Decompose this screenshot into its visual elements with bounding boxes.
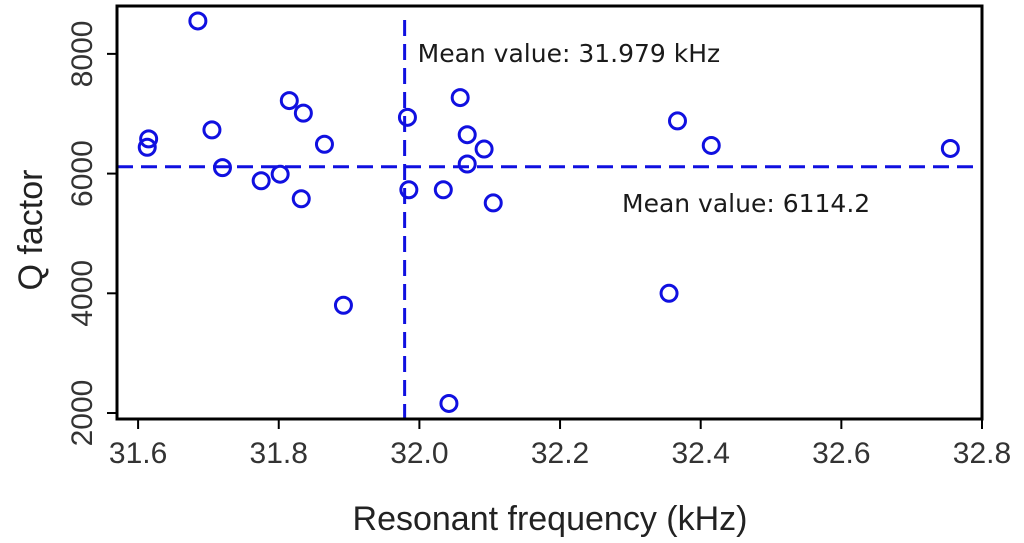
mean-annotation-frequency: Mean value: 31.979 kHz (418, 39, 721, 68)
y-tick-label-2: 6000 (66, 140, 99, 207)
data-point-0-20 (483, 193, 503, 213)
x-tick-label-3: 32.2 (531, 437, 589, 470)
y-axis-title: Q factor (12, 170, 50, 291)
mean-annotation-q: Mean value: 6114.2 (622, 189, 870, 218)
data-point-0-3 (202, 120, 222, 140)
data-point-0-24 (940, 138, 960, 158)
x-tick-label-0: 31.6 (109, 437, 167, 470)
y-tick-label-0: 2000 (66, 380, 99, 447)
data-point-0-11 (333, 295, 353, 315)
data-point-0-23 (701, 135, 721, 155)
data-point-0-10 (314, 134, 334, 154)
data-point-0-12 (397, 107, 417, 127)
y-tick-label-1: 4000 (66, 260, 99, 327)
data-point-0-22 (667, 111, 687, 131)
data-point-0-17 (457, 125, 477, 145)
x-tick-label-2: 32.0 (390, 437, 448, 470)
x-tick-label-6: 32.8 (953, 437, 1011, 470)
data-point-0-1 (139, 129, 159, 149)
data-point-0-18 (457, 154, 477, 174)
y-tick-label-3: 8000 (66, 21, 99, 88)
data-point-0-8 (293, 103, 313, 123)
data-point-0-21 (659, 283, 679, 303)
data-point-0-7 (279, 91, 299, 111)
data-point-0-13 (399, 180, 419, 200)
data-point-0-16 (450, 88, 470, 108)
data-point-0-5 (251, 171, 271, 191)
data-point-0-9 (291, 189, 311, 209)
x-tick-label-4: 32.4 (672, 437, 730, 470)
data-point-0-6 (270, 164, 290, 184)
data-point-0-0 (188, 11, 208, 31)
x-tick-label-5: 32.6 (812, 437, 870, 470)
data-point-0-14 (433, 180, 453, 200)
x-tick-label-1: 31.8 (250, 437, 308, 470)
data-point-0-2 (137, 137, 157, 157)
data-point-0-19 (474, 139, 494, 159)
data-point-0-4 (212, 158, 232, 178)
plot-frame (115, 4, 984, 421)
x-axis-title: Resonant frequency (kHz) (353, 500, 748, 538)
data-point-0-15 (439, 393, 459, 413)
marks-layer: 31.6 31.8 32.0 32.2 32.4 32.6 32.8 2000 4000 6000… (66, 11, 1011, 470)
